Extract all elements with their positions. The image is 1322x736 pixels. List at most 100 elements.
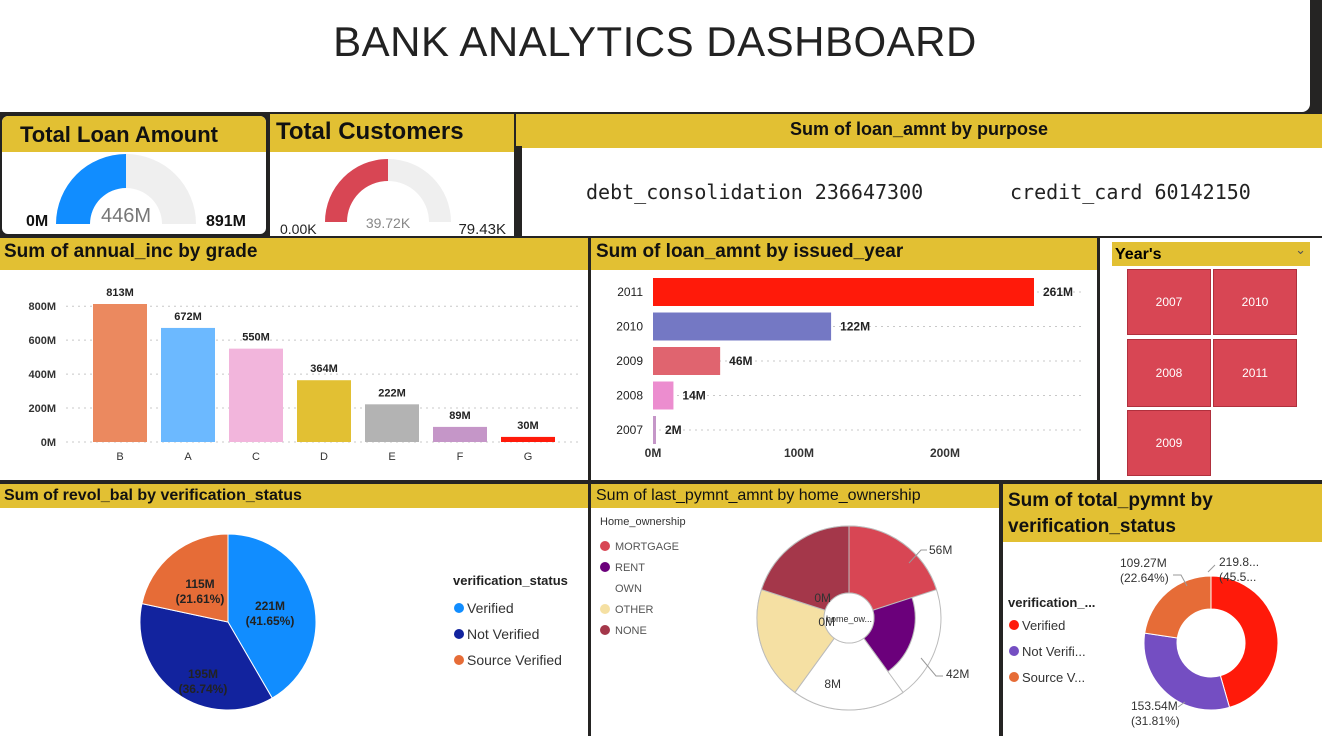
bar-2010 bbox=[653, 312, 832, 341]
year-tile-2011[interactable]: 2011 bbox=[1213, 339, 1297, 407]
bar-f bbox=[433, 426, 487, 442]
slice-not-verified bbox=[139, 603, 273, 711]
legend-label-mortgage: MORTGAGE bbox=[615, 541, 679, 553]
data-label: 222M bbox=[378, 387, 406, 399]
loan-by-purpose-card[interactable]: Sum of loan_amnt by purpose debt_consoli… bbox=[516, 114, 1322, 236]
total-legend-title: verification_... bbox=[1008, 595, 1095, 610]
customers-gauge-value: 39.72K bbox=[366, 215, 411, 231]
x-tick-label: F bbox=[457, 451, 464, 463]
data-label: 261M bbox=[1043, 285, 1073, 299]
data-label: 30M bbox=[517, 420, 538, 432]
year-slicer-header[interactable]: Year's ⌄ bbox=[1112, 242, 1310, 266]
slice-label: 153.54M bbox=[1131, 699, 1178, 713]
slice-percent: (22.64%) bbox=[1120, 571, 1169, 585]
leader-line bbox=[1177, 701, 1186, 708]
rose-center bbox=[823, 592, 875, 644]
y-tick-label: 0M bbox=[41, 437, 56, 449]
title-banner: BANK ANALYTICS DASHBOARD bbox=[0, 0, 1310, 112]
total-donut-plot: verification_... Verified Not Verifi... … bbox=[1008, 555, 1279, 728]
dashboard-title: BANK ANALYTICS DASHBOARD bbox=[333, 18, 977, 65]
legend-dot-rent bbox=[600, 562, 610, 572]
leader-line bbox=[920, 657, 943, 677]
legend-dot-not-verified bbox=[454, 629, 464, 639]
data-label: 14M bbox=[682, 389, 705, 403]
legend-label-source-verified: Source V... bbox=[1022, 670, 1085, 685]
slice-label: 109.27M bbox=[1120, 556, 1167, 570]
annual-inc-by-grade-chart[interactable]: Sum of annual_inc by grade 0M 200M 400M 600… bbox=[0, 238, 588, 480]
rose-center-label: home_ow... bbox=[826, 614, 872, 624]
grade-chart-title: Sum of annual_inc by grade bbox=[0, 238, 588, 270]
data-label: 89M bbox=[449, 410, 470, 422]
legend-label-not-verified: Not Verified bbox=[467, 626, 539, 642]
total-loan-amount-card[interactable]: Total Loan Amount 446M 0M 891M bbox=[0, 114, 268, 236]
leader-line bbox=[908, 549, 927, 564]
data-label: 364M bbox=[310, 363, 338, 375]
year-tile-2007[interactable]: 2007 bbox=[1127, 269, 1211, 335]
chevron-down-icon[interactable]: ⌄ bbox=[1295, 242, 1306, 257]
revol-bal-by-verification-chart[interactable]: Sum of revol_bal by verification_status … bbox=[0, 484, 588, 736]
purpose-divider bbox=[516, 146, 1322, 148]
customers-gauge: 39.72K 0.00K 79.43K bbox=[280, 159, 506, 236]
legend-dot-own bbox=[600, 583, 610, 593]
slice-label: 8M bbox=[824, 677, 841, 691]
legend-label-verified: Verified bbox=[467, 600, 514, 616]
legend-dot-verified bbox=[1009, 620, 1019, 630]
y-tick-label: 600M bbox=[28, 335, 56, 347]
data-label: 46M bbox=[729, 354, 752, 368]
legend-dot-source-verified bbox=[1009, 672, 1019, 682]
x-tick-label: 100M bbox=[784, 446, 814, 460]
bar-a bbox=[161, 327, 215, 442]
last-pymnt-by-home-ownership-chart[interactable]: Sum of last_pymnt_amnt by home_ownership… bbox=[591, 484, 999, 736]
slice-label: 56M bbox=[929, 543, 952, 557]
slice-percent: (21.61%) bbox=[176, 592, 225, 606]
year-tile-2010[interactable]: 2010 bbox=[1213, 269, 1297, 335]
slice-label: 221M bbox=[255, 599, 285, 613]
x-tick-label: D bbox=[320, 451, 328, 463]
bar-2008 bbox=[653, 381, 674, 410]
year-slicer[interactable]: Year's ⌄ 2007 2010 2008 2011 2009 bbox=[1100, 238, 1322, 480]
customers-gauge-max: 79.43K bbox=[458, 221, 506, 236]
loan-gauge-value: 446M bbox=[101, 205, 151, 227]
legend-label-verified: Verified bbox=[1022, 618, 1065, 633]
slice-percent: (31.81%) bbox=[1131, 714, 1180, 728]
legend-dot-verified bbox=[454, 603, 464, 613]
legend-dot-none bbox=[600, 625, 610, 635]
purpose-item-credit-card: credit_card 60142150 bbox=[1010, 180, 1251, 204]
total-customers-card[interactable]: Total Customers 39.72K 0.00K 79.43K bbox=[270, 114, 514, 236]
total-pymnt-by-verification-chart[interactable]: Sum of total_pymnt by verification_statu… bbox=[1003, 484, 1322, 736]
data-label: 122M bbox=[840, 320, 870, 334]
leader-line bbox=[1173, 574, 1188, 587]
issued-chart-title: Sum of loan_amnt by issued_year bbox=[591, 238, 1097, 270]
x-tick-label: G bbox=[524, 451, 533, 463]
slice-percent: (41.65%) bbox=[246, 614, 295, 628]
y-tick-label: 2009 bbox=[616, 354, 643, 368]
y-tick-label: 400M bbox=[28, 369, 56, 381]
purpose-left-edge bbox=[516, 146, 522, 236]
customers-gauge-fill bbox=[325, 159, 388, 222]
bar-e bbox=[365, 404, 419, 442]
loan-gauge-fill bbox=[56, 154, 126, 224]
purpose-name: credit_card bbox=[1010, 180, 1143, 204]
loan-gauge-min: 0M bbox=[26, 213, 48, 230]
loan-by-issued-year-chart[interactable]: Sum of loan_amnt by issued_year 261M 2011… bbox=[591, 238, 1097, 480]
purpose-item-debt-consolidation: debt_consolidation 236647300 bbox=[586, 180, 923, 204]
legend-dot-other bbox=[600, 604, 610, 614]
year-slicer-title: Year's bbox=[1115, 246, 1162, 263]
data-label: 672M bbox=[174, 311, 202, 323]
bar-2011 bbox=[653, 278, 1034, 306]
bar-b bbox=[93, 304, 147, 442]
year-tile-2009[interactable]: 2009 bbox=[1127, 410, 1211, 476]
kpi-loan-title: Total Loan Amount bbox=[2, 116, 266, 152]
bar-g bbox=[501, 436, 555, 442]
year-tile-2008[interactable]: 2008 bbox=[1127, 339, 1211, 407]
revol-pie-plot: verification_status Verified Not Verifie… bbox=[139, 533, 568, 711]
legend-label-own: OWN bbox=[615, 583, 642, 595]
donut-slice-not-verified bbox=[1143, 632, 1231, 711]
grade-bar-plot: 0M 200M 400M 600M 800M 813M B 672M A 550M C 364M D 22… bbox=[28, 287, 580, 463]
kpi-customers-title: Total Customers bbox=[270, 114, 514, 152]
loan-gauge: 446M 0M 891M bbox=[26, 154, 246, 230]
slice-label: 195M bbox=[188, 667, 218, 681]
leader-line bbox=[1207, 564, 1216, 573]
legend-label-source-verified: Source Verified bbox=[467, 652, 562, 668]
